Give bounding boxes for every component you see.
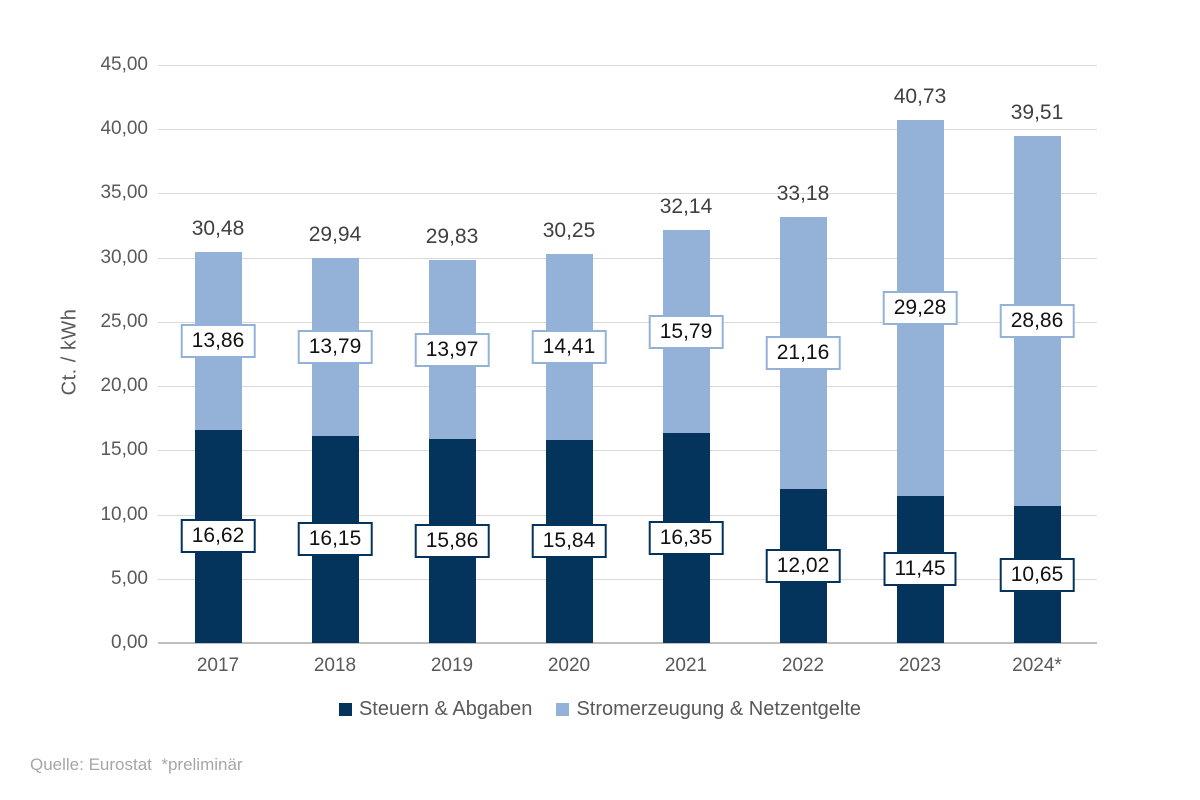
x-axis-tick-label: 2017 — [196, 655, 240, 676]
total-label: 39,51 — [1010, 100, 1064, 124]
total-label: 33,18 — [776, 181, 830, 205]
y-axis-tick-label: 40,00 — [100, 118, 148, 140]
x-axis-tick-label: 2023 — [898, 655, 942, 676]
x-axis-tick-label: 2024* — [1012, 655, 1062, 676]
gridline — [158, 65, 1097, 66]
y-axis-tick-label: 35,00 — [100, 182, 148, 204]
y-axis-tick-label: 45,00 — [100, 54, 148, 75]
x-axis-tick-label: 2018 — [313, 655, 357, 676]
source-note: Quelle: Eurostat *preliminär — [30, 755, 243, 774]
gridline — [158, 257, 1097, 259]
bar-value-label-steuern: 15,84 — [531, 524, 607, 559]
gridline — [158, 514, 1097, 516]
y-axis-tick-label: 20,00 — [100, 375, 148, 397]
bar-value-label-steuern: 15,86 — [414, 524, 490, 559]
x-axis-tick-label: 2022 — [781, 655, 825, 676]
bar-value-label-stromerzeugung: 29,28 — [882, 290, 958, 325]
y-axis-tick-label: 30,00 — [100, 246, 148, 268]
total-label: 40,73 — [893, 84, 947, 108]
gridline — [158, 386, 1097, 388]
bar-value-label-stromerzeugung: 14,41 — [531, 329, 607, 364]
bar-value-label-steuern: 11,45 — [883, 552, 957, 587]
x-axis-tick-label: 2020 — [547, 655, 591, 676]
y-axis-tick-label: 10,00 — [100, 503, 148, 525]
bar-value-label-steuern: 16,15 — [297, 522, 373, 557]
bar-value-label-steuern: 12,02 — [765, 548, 841, 583]
legend-item-stromerzeugung: Stromerzeugung & Netzentgelte — [556, 698, 861, 721]
bar-value-label-stromerzeugung: 28,86 — [999, 303, 1075, 338]
gridline — [158, 578, 1097, 580]
x-axis-tick-label: 2021 — [664, 655, 708, 676]
bar-value-label-stromerzeugung: 13,97 — [414, 332, 490, 367]
bar-value-label-steuern: 16,35 — [648, 520, 724, 555]
gridline — [158, 321, 1097, 323]
total-label: 32,14 — [659, 195, 713, 219]
bar-value-label-stromerzeugung: 15,79 — [648, 314, 724, 349]
y-axis-tick-label: 5,00 — [111, 567, 148, 589]
gridline — [158, 193, 1097, 195]
total-label: 29,94 — [308, 223, 362, 247]
bar-value-label-stromerzeugung: 21,16 — [765, 335, 841, 370]
total-label: 30,48 — [191, 216, 245, 240]
x-axis-line — [158, 642, 1097, 644]
gridline — [158, 129, 1097, 131]
legend-label-steuern: Steuern & Abgaben — [358, 698, 533, 720]
legend-label-stromerzeugung: Stromerzeugung & Netzentgelte — [576, 698, 862, 720]
x-axis-tick-label: 2019 — [430, 655, 474, 676]
bar-value-label-stromerzeugung: 13,79 — [297, 329, 373, 364]
total-label: 30,25 — [542, 219, 596, 243]
bar-value-label-steuern: 10,65 — [999, 557, 1075, 592]
bar-value-label-stromerzeugung: 13,86 — [180, 323, 256, 358]
legend-item-steuern: Steuern & Abgaben — [338, 698, 533, 721]
y-axis-tick-label: 0,00 — [111, 632, 148, 653]
legend-swatch-stromerzeugung — [556, 703, 570, 716]
legend: Steuern & Abgaben Stromerzeugung & Netze… — [0, 698, 1200, 721]
gridline — [158, 450, 1097, 452]
total-label: 29,83 — [425, 224, 479, 248]
bar-value-label-steuern: 16,62 — [180, 519, 256, 554]
y-axis-tick-label: 15,00 — [100, 439, 148, 461]
y-axis-tick-label: 25,00 — [100, 310, 148, 332]
legend-swatch-steuern — [338, 703, 352, 716]
